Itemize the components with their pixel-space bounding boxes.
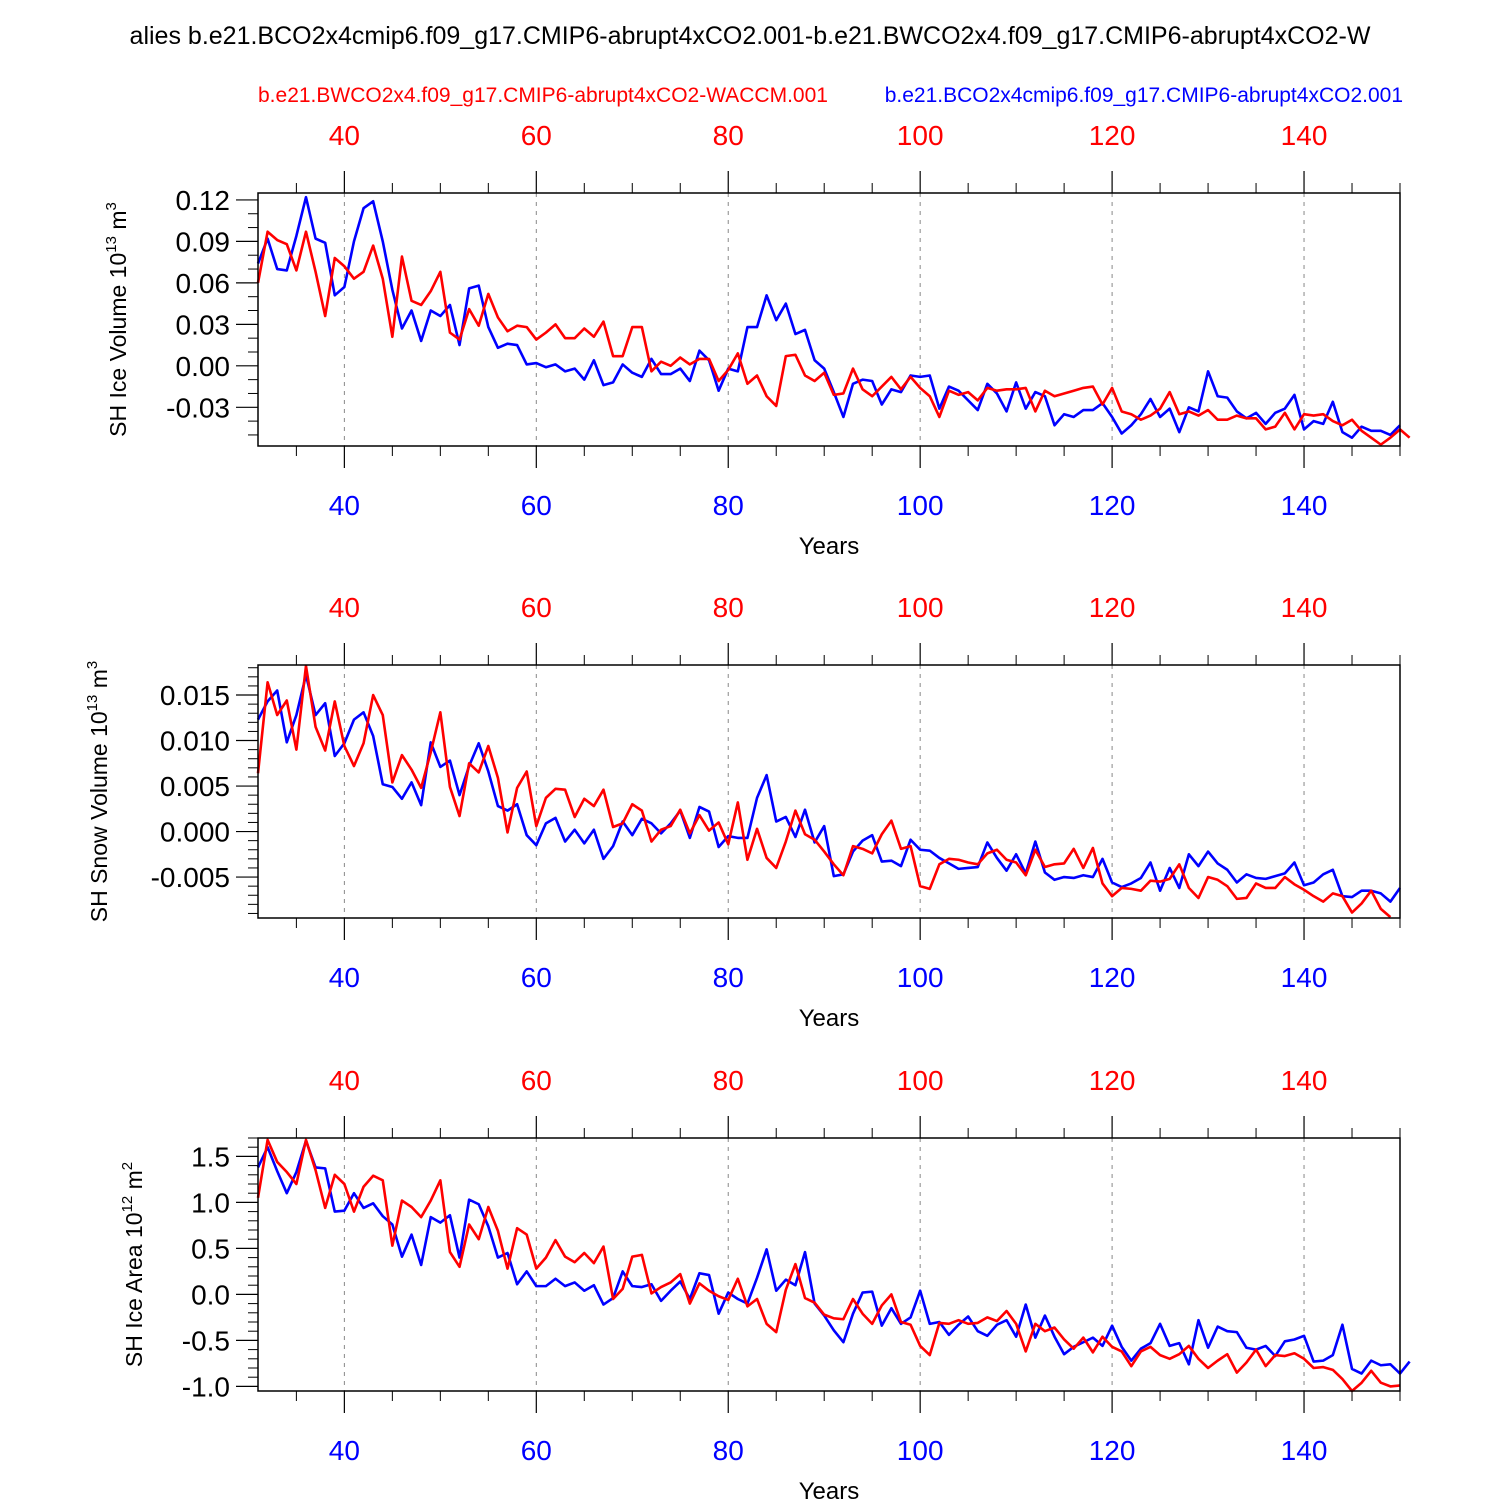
x-tick-label-top: 80 [713, 1065, 744, 1096]
y-tick-label: 0.03 [176, 309, 231, 340]
chart-panel-3: 40 40 60 60 80 80 100 100 120 120 140 140 Years 1.5 1.… [119, 1065, 1411, 1500]
x-tick-label-top: 140 [1281, 592, 1328, 623]
legend-blue-label: b.e21.BCO2x4cmip6.f09_g17.CMIP6-abrupt4x… [885, 84, 1403, 107]
x-tick-label-bottom: 80 [713, 962, 744, 993]
series-line-blue [256, 195, 1401, 440]
x-tick-label-top: 40 [329, 592, 360, 623]
y-axis-title-base: SH Snow Volume 10 [86, 711, 112, 922]
y-tick-label: 0.010 [160, 726, 230, 757]
y-axis-title-unit: m [121, 1170, 147, 1196]
y-tick-label: 0.09 [176, 226, 231, 257]
series-line-red [256, 1138, 1401, 1393]
y-axis-title-exponent: 12 [119, 1196, 136, 1213]
x-tick-label-bottom: 60 [521, 962, 552, 993]
x-tick-label-bottom: 100 [897, 962, 944, 993]
x-tick-label-bottom: 60 [521, 1435, 552, 1466]
y-tick-label: -1.0 [182, 1371, 230, 1402]
y-tick-label: 0.0 [191, 1279, 230, 1310]
x-tick-label-bottom: 80 [713, 490, 744, 521]
y-axis-title-base: SH Ice Volume 10 [105, 253, 131, 437]
figure-title: alies b.e21.BCO2x4cmip6.f09_g17.CMIP6-ab… [130, 22, 1371, 50]
x-tick-label-bottom: 120 [1089, 1435, 1136, 1466]
x-tick-label-top: 100 [897, 120, 944, 151]
y-tick-label: 0.005 [160, 771, 230, 802]
y-tick-label: 0.06 [176, 268, 231, 299]
series-line-blue [256, 1139, 1411, 1375]
x-tick-label-bottom: 60 [521, 490, 552, 521]
x-axis-title: Years [799, 533, 860, 560]
x-tick-label-top: 100 [897, 1065, 944, 1096]
y-axis-title-exponent: 13 [84, 695, 101, 712]
y-tick-label: 0.000 [160, 817, 230, 848]
y-axis-title: SH Ice Area 1012 m2 [119, 1162, 147, 1367]
x-tick-label-top: 120 [1089, 120, 1136, 151]
legend-red-label: b.e21.BWCO2x4.f09_g17.CMIP6-abrupt4xCO2-… [258, 84, 828, 107]
y-tick-label: 0.5 [191, 1233, 230, 1264]
x-tick-label-bottom: 40 [329, 490, 360, 521]
y-axis-title-base: SH Ice Area 10 [121, 1212, 147, 1367]
x-tick-label-top: 40 [329, 120, 360, 151]
plot-frame [257, 192, 1401, 447]
y-axis-title-unit-exponent: 2 [119, 1162, 136, 1170]
chart-panel-2: 40 40 60 60 80 80 100 100 120 120 140 140 Years 0.015… [84, 592, 1402, 1032]
x-tick-label-top: 140 [1281, 120, 1328, 151]
y-tick-label: 1.0 [191, 1187, 230, 1218]
x-tick-label-bottom: 120 [1089, 962, 1136, 993]
x-tick-label-top: 80 [713, 120, 744, 151]
chart-panel-1: 40 40 60 60 80 80 100 100 120 120 140 140 Years 0.12 0… [103, 120, 1411, 560]
plot-frame [257, 1137, 1401, 1392]
x-tick-label-top: 60 [521, 1065, 552, 1096]
y-axis-title-exponent: 13 [103, 236, 120, 253]
y-axis-title: SH Snow Volume 1013 m3 [84, 661, 112, 923]
series-line-blue [256, 673, 1402, 903]
chart-panels: 40 40 60 60 80 80 100 100 120 120 140 140 Years 0.12 0… [84, 120, 1411, 1500]
y-axis-title-unit-exponent: 3 [103, 202, 120, 210]
x-tick-label-bottom: 100 [897, 1435, 944, 1466]
y-axis-title-unit: m [86, 669, 112, 695]
x-tick-label-top: 60 [521, 120, 552, 151]
x-tick-label-bottom: 40 [329, 1435, 360, 1466]
x-tick-label-bottom: 100 [897, 490, 944, 521]
x-tick-label-top: 120 [1089, 1065, 1136, 1096]
y-tick-label: 0.015 [160, 680, 230, 711]
x-tick-label-bottom: 140 [1281, 962, 1328, 993]
x-tick-label-bottom: 140 [1281, 490, 1328, 521]
x-tick-label-bottom: 40 [329, 962, 360, 993]
y-tick-label: 0.12 [176, 185, 231, 216]
x-tick-label-top: 100 [897, 592, 944, 623]
x-tick-label-bottom: 80 [713, 1435, 744, 1466]
x-tick-label-bottom: 120 [1089, 490, 1136, 521]
y-tick-label: -0.005 [151, 862, 230, 893]
series-line-red [256, 664, 1392, 919]
y-axis-title-unit-exponent: 3 [84, 661, 101, 669]
x-tick-label-top: 140 [1281, 1065, 1328, 1096]
x-tick-label-top: 60 [521, 592, 552, 623]
x-tick-label-bottom: 140 [1281, 1435, 1328, 1466]
y-axis-title: SH Ice Volume 1013 m3 [103, 202, 131, 437]
x-axis-title: Years [799, 1478, 860, 1500]
y-axis-title-unit: m [105, 210, 131, 236]
x-axis-title: Years [799, 1005, 860, 1032]
y-tick-label: 1.5 [191, 1141, 230, 1172]
x-tick-label-top: 120 [1089, 592, 1136, 623]
plot-frame [257, 664, 1401, 919]
x-tick-label-top: 80 [713, 592, 744, 623]
y-tick-label: -0.03 [166, 392, 230, 423]
y-tick-label: -0.5 [182, 1325, 230, 1356]
y-tick-label: 0.00 [176, 351, 231, 382]
x-tick-label-top: 40 [329, 1065, 360, 1096]
series-line-red [256, 230, 1411, 446]
